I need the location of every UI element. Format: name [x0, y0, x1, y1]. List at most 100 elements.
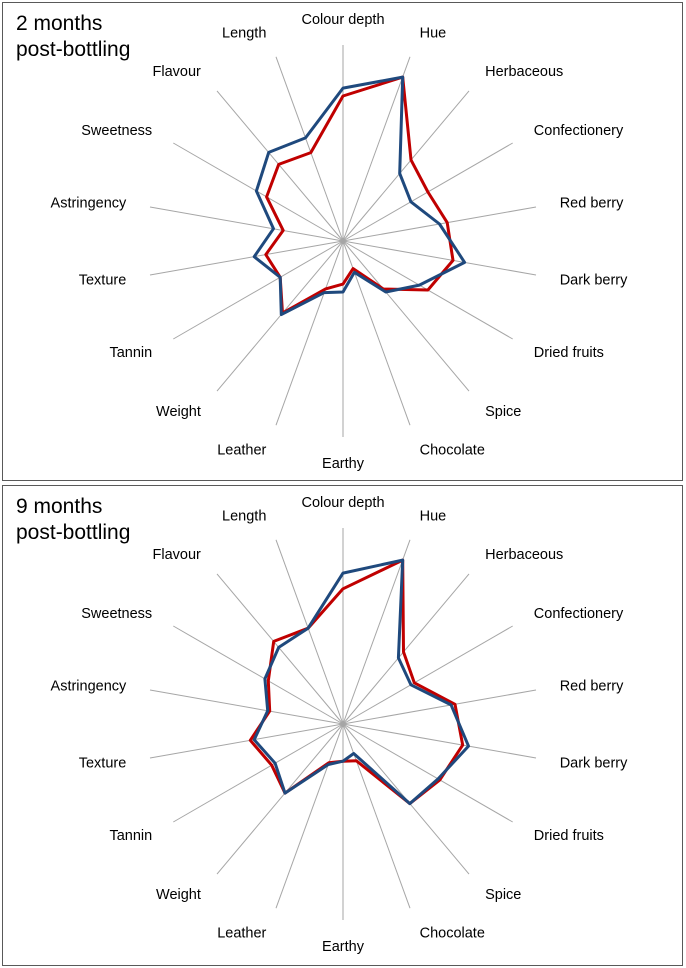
axis-spoke	[342, 625, 513, 725]
series-line-2	[252, 558, 470, 806]
axis-label: Flavour	[153, 64, 202, 80]
chart-title-line-2: post-bottling	[16, 38, 131, 61]
chart-title: 9 months post-bottling	[16, 494, 130, 546]
series-1-point	[272, 640, 275, 643]
series-2-point	[327, 763, 330, 766]
axis-label: Astringency	[51, 679, 128, 695]
axis-label: Tannin	[109, 345, 152, 361]
series-1-point	[409, 158, 413, 162]
series-2-point	[398, 172, 401, 175]
series-1-point	[249, 739, 252, 742]
radar-chart-2-months: 2 months post-bottling Colour depth Hue He…	[2, 2, 683, 481]
axis-spoke	[149, 240, 344, 276]
axis-label: Leather	[217, 443, 266, 459]
series-1-point	[270, 764, 273, 767]
axis-label: Tannin	[109, 828, 152, 844]
axis-spoke	[342, 539, 411, 725]
axis-spoke	[216, 573, 344, 725]
chart-title: 2 months post-bottling	[16, 11, 130, 63]
axis-label: Earthy	[322, 456, 365, 472]
axis-spoke	[342, 573, 470, 725]
axis-label: Dark berry	[560, 756, 628, 772]
axis-label: Length	[222, 508, 266, 524]
series-1-point	[351, 267, 355, 270]
axis-spoke	[173, 625, 344, 725]
series-2-point	[279, 276, 282, 279]
axis-label: Chocolate	[420, 443, 485, 459]
series-2-point	[408, 802, 411, 805]
axis-label: Chocolate	[420, 926, 485, 942]
chart-title-line-2: post-bottling	[16, 521, 131, 544]
axis-label: Spice	[485, 887, 521, 903]
series-2-point	[467, 744, 470, 748]
axis-label: Sweetness	[81, 123, 152, 139]
axis-spoke	[342, 90, 470, 242]
axis-spoke	[342, 240, 537, 276]
series-1-point	[267, 679, 270, 683]
series-2-point	[397, 656, 400, 660]
series-2-point	[401, 75, 404, 79]
axis-spoke	[342, 689, 537, 725]
series-2-point	[341, 571, 345, 575]
series-2-point	[341, 290, 345, 294]
series-2-point	[449, 703, 453, 707]
series-1-point	[309, 151, 312, 154]
axis-spoke	[216, 90, 344, 242]
axis-spoke	[342, 56, 411, 242]
series-1-point	[341, 587, 345, 590]
axis-spoke	[342, 723, 411, 909]
axis-label: Length	[222, 25, 266, 41]
axis-label: Weight	[156, 887, 201, 903]
series-2-point	[283, 791, 287, 795]
series-2-point	[384, 290, 387, 294]
series-1-point	[426, 190, 430, 194]
axis-label: Texture	[79, 756, 127, 772]
axis-spoke	[275, 539, 344, 725]
series-2-point	[323, 291, 326, 294]
series-1-point	[451, 259, 455, 262]
series-1-point	[324, 287, 327, 291]
axis-spoke	[216, 723, 344, 875]
axis-label: Herbaceous	[485, 64, 563, 80]
axis-spoke	[275, 723, 344, 909]
axis-spoke	[342, 723, 537, 759]
axis-label: Hue	[420, 25, 447, 41]
radar-chart-9-months: 9 months post-bottling Colour depth Hue He…	[2, 485, 683, 966]
series-2-point	[277, 646, 280, 649]
series-1-point	[453, 703, 457, 706]
axis-label: Leather	[217, 926, 266, 942]
axis-spoke	[275, 56, 344, 242]
series-1-point	[264, 253, 267, 256]
radar-plot: Colour depth Hue Herbaceous Confectionery Re…	[51, 495, 629, 955]
axis-label: Dark berry	[560, 273, 628, 289]
radar-plot: Colour depth Hue Herbaceous Confectionery Re…	[51, 12, 629, 472]
series-2-point	[352, 752, 355, 755]
series-2-point	[306, 627, 310, 630]
series-1-point	[446, 221, 449, 224]
series-1-point	[341, 282, 345, 286]
chart-title-line-1: 9 months	[16, 495, 103, 518]
axis-label: Herbaceous	[485, 547, 563, 563]
series-2-point	[353, 271, 356, 274]
axis-label: Dried fruits	[534, 828, 604, 844]
axis-spoke	[342, 240, 470, 392]
series-line-1	[248, 558, 465, 806]
axis-label: Dried fruits	[534, 345, 604, 361]
series-2-point	[267, 151, 270, 154]
axis-spoke	[149, 723, 344, 759]
axis-label: Spice	[485, 404, 521, 420]
axis-spoke	[149, 689, 344, 725]
series-1-point	[426, 288, 430, 292]
axis-label: Earthy	[322, 939, 365, 955]
series-1-point	[355, 759, 358, 762]
axis-spoke	[342, 723, 513, 823]
axis-label: Red berry	[560, 679, 624, 695]
series-2-point	[255, 189, 258, 193]
series-1-point	[282, 229, 285, 232]
series-2-point	[304, 136, 307, 140]
series-1-point	[265, 195, 268, 199]
axis-spoke	[173, 723, 344, 823]
series-2-point	[272, 227, 275, 230]
series-2-point	[266, 709, 269, 712]
series-2-point	[463, 261, 466, 264]
